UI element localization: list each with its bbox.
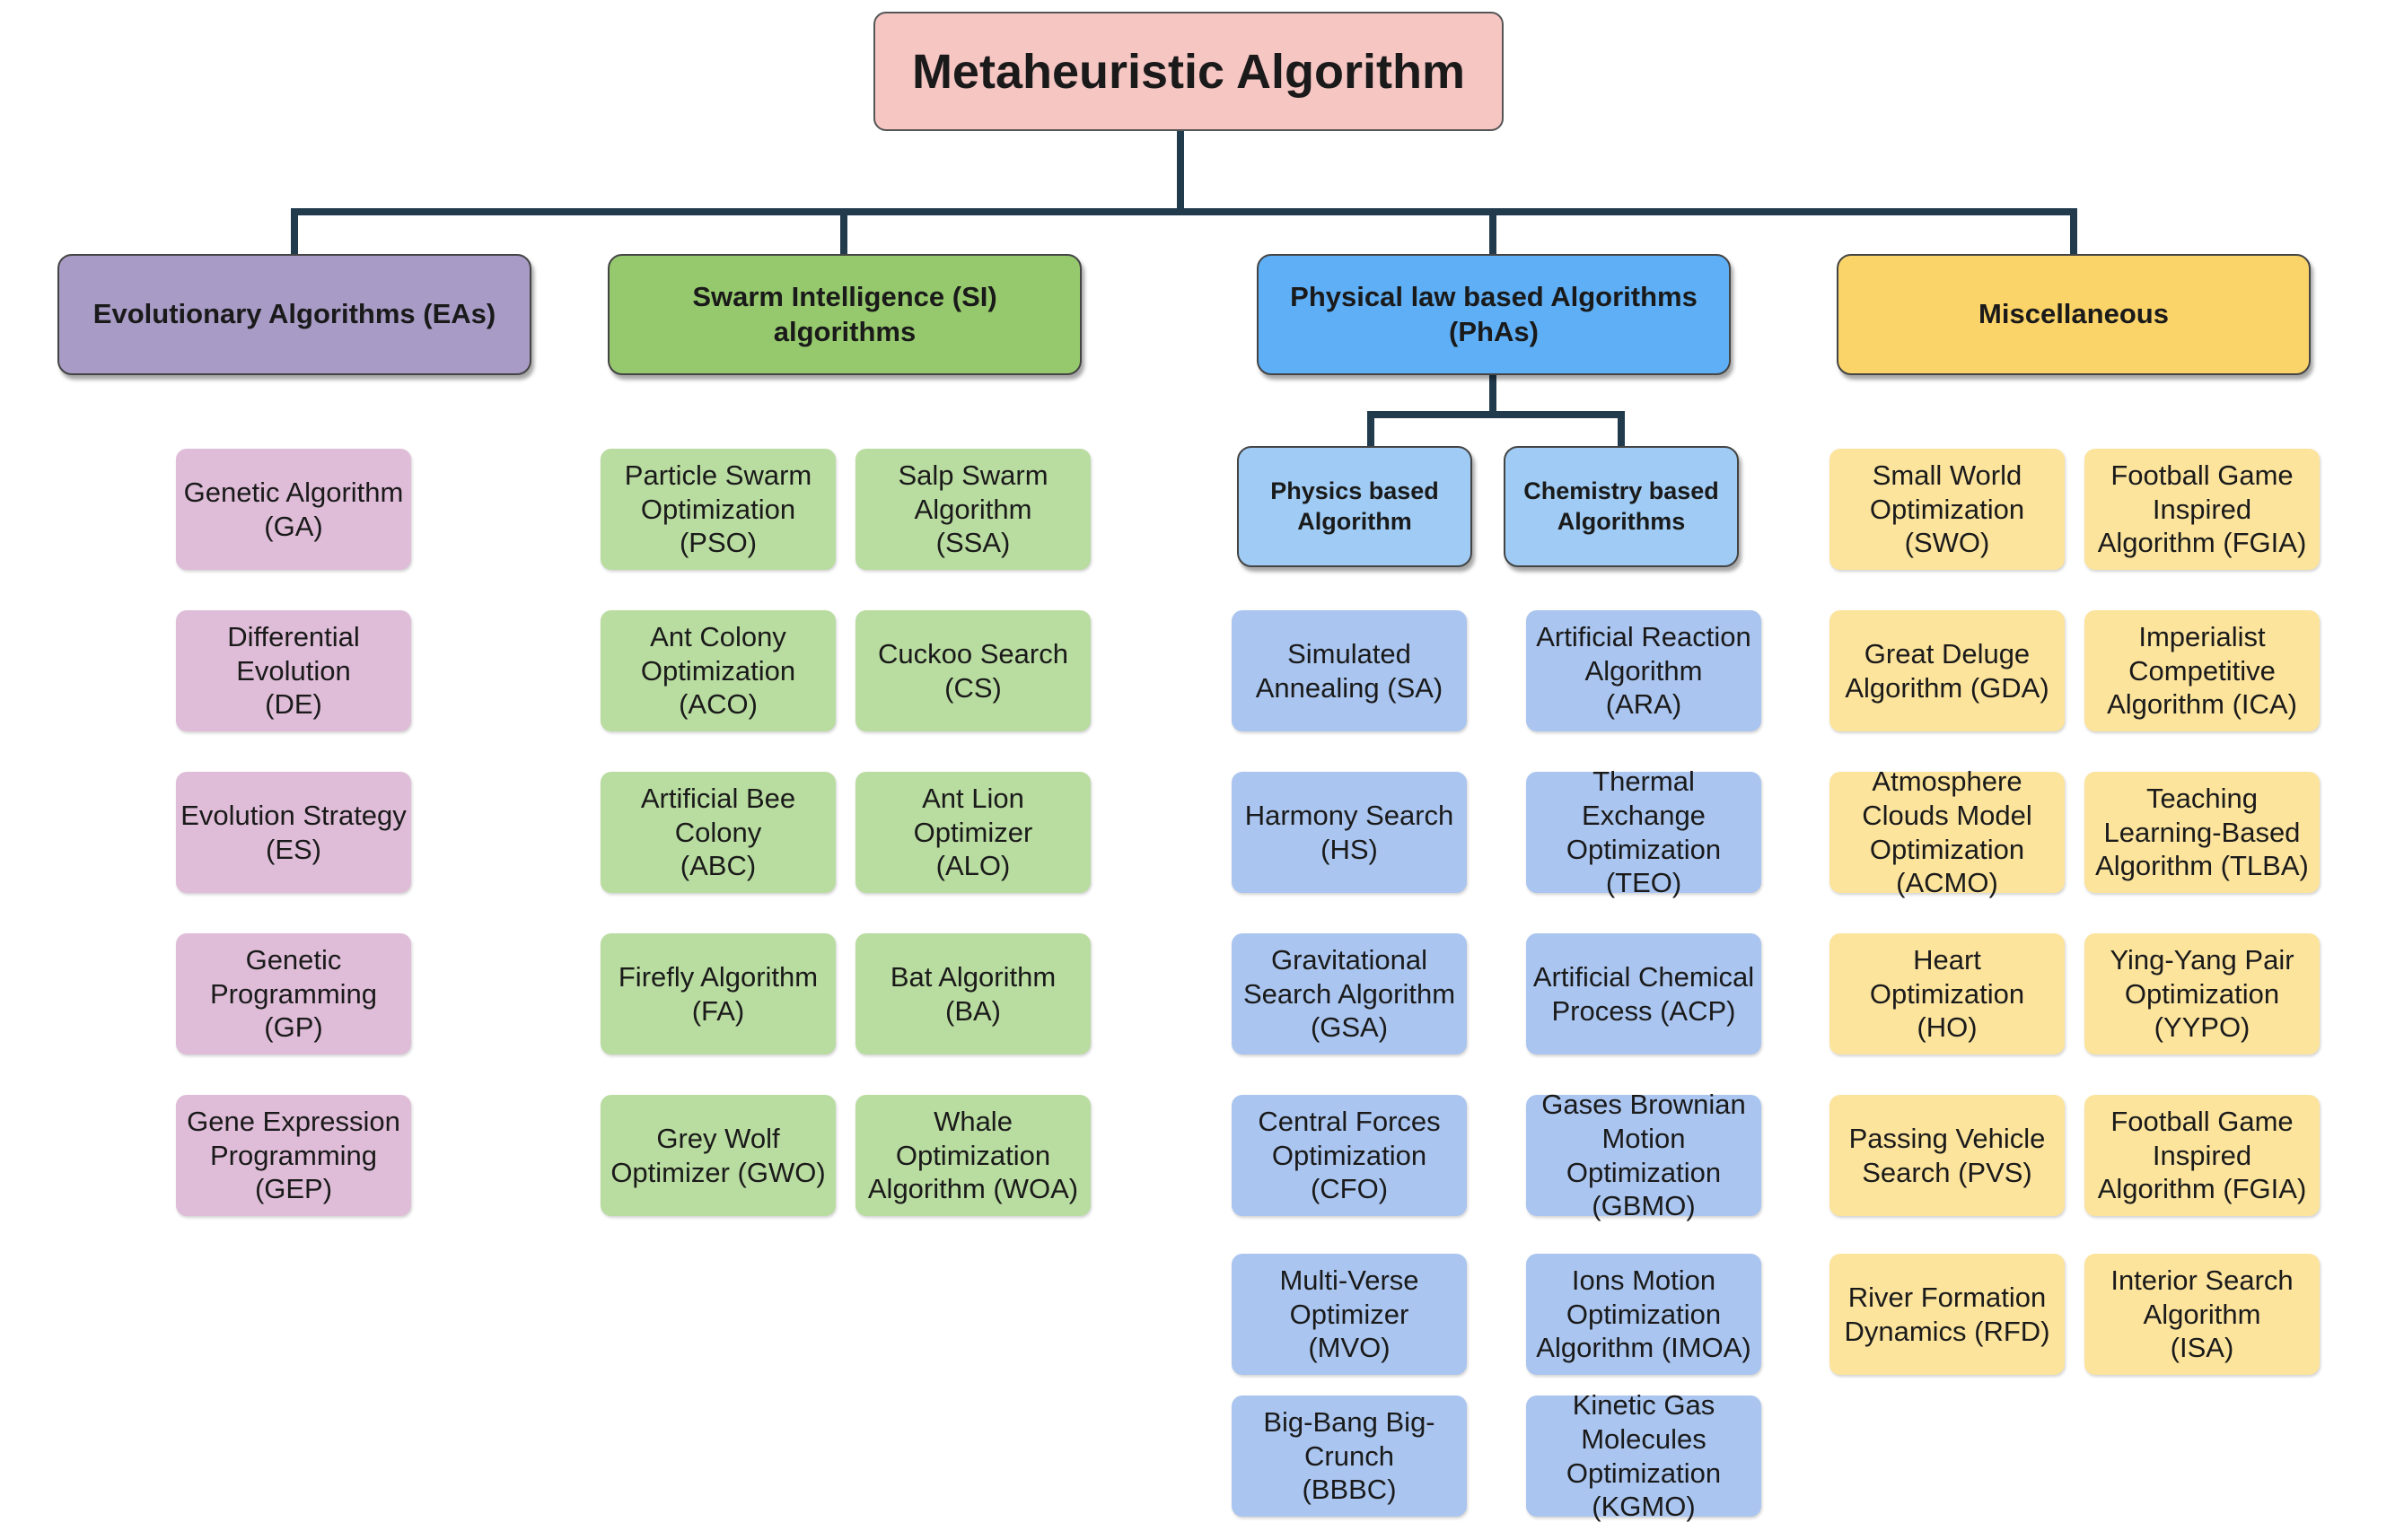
evolutionary-algorithm-item: Genetic Programming (GP) <box>176 933 411 1054</box>
swarm-algorithm-item: Cuckoo Search (CS) <box>855 610 1091 731</box>
subcategory-physics-based: Physics based Algorithm <box>1237 446 1472 567</box>
physics-algorithm-item: Big-Bang Big- Crunch (BBBC) <box>1232 1396 1467 1517</box>
physics-algorithm-item: Gravitational Search Algorithm (GSA) <box>1232 933 1467 1054</box>
evolutionary-algorithm-item: Gene Expression Programming (GEP) <box>176 1095 411 1216</box>
misc-algorithm-item: Heart Optimization (HO) <box>1829 933 2065 1054</box>
misc-algorithm-item: Passing Vehicle Search (PVS) <box>1829 1095 2065 1216</box>
misc-algorithm-item: Atmosphere Clouds Model Optimization (AC… <box>1829 766 2065 898</box>
physics-algorithm-item: Harmony Search (HS) <box>1232 772 1467 893</box>
chemistry-algorithm-item: Gases Brownian Motion Optimization (GBMO… <box>1526 1089 1761 1221</box>
swarm-algorithm-item: Bat Algorithm (BA) <box>855 933 1091 1054</box>
physics-algorithm-item: Multi-Verse Optimizer (MVO) <box>1232 1254 1467 1375</box>
evolutionary-algorithm-item: Differential Evolution (DE) <box>176 610 411 731</box>
swarm-algorithm-item: Ant Colony Optimization (ACO) <box>601 610 836 731</box>
physics-algorithm-item: Simulated Annealing (SA) <box>1232 610 1467 731</box>
swarm-algorithm-item: Ant Lion Optimizer (ALO) <box>855 772 1091 893</box>
swarm-algorithm-item: Firefly Algorithm (FA) <box>601 933 836 1054</box>
category-swarm-intelligence: Swarm Intelligence (SI) algorithms <box>608 254 1082 375</box>
misc-algorithm-item: Ying-Yang Pair Optimization (YYPO) <box>2084 933 2320 1054</box>
subcategory-chemistry-based: Chemistry based Algorithms <box>1504 446 1739 567</box>
category-evolutionary-algorithms: Evolutionary Algorithms (EAs) <box>57 254 531 375</box>
evolutionary-algorithm-item: Genetic Algorithm (GA) <box>176 449 411 570</box>
misc-algorithm-item: Football Game Inspired Algorithm (FGIA) <box>2084 449 2320 570</box>
chemistry-algorithm-item: Artificial Chemical Process (ACP) <box>1526 933 1761 1054</box>
misc-algorithm-item: Small World Optimization (SWO) <box>1829 449 2065 570</box>
category-miscellaneous: Miscellaneous <box>1837 254 2311 375</box>
chemistry-algorithm-item: Thermal Exchange Optimization (TEO) <box>1526 766 1761 898</box>
chemistry-algorithm-item: Ions Motion Optimization Algorithm (IMOA… <box>1526 1254 1761 1375</box>
swarm-algorithm-item: Salp Swarm Algorithm (SSA) <box>855 449 1091 570</box>
swarm-algorithm-item: Particle Swarm Optimization (PSO) <box>601 449 836 570</box>
category-physical-law-based: Physical law based Algorithms (PhAs) <box>1257 254 1731 375</box>
misc-algorithm-item: River Formation Dynamics (RFD) <box>1829 1254 2065 1375</box>
swarm-algorithm-item: Whale Optimization Algorithm (WOA) <box>855 1095 1091 1216</box>
chemistry-algorithm-item: Artificial Reaction Algorithm (ARA) <box>1526 610 1761 731</box>
evolutionary-algorithm-item: Evolution Strategy (ES) <box>176 772 411 893</box>
misc-algorithm-item: Teaching Learning-Based Algorithm (TLBA) <box>2084 772 2320 893</box>
root-node-title: Metaheuristic Algorithm <box>873 12 1504 131</box>
misc-algorithm-item: Great Deluge Algorithm (GDA) <box>1829 610 2065 731</box>
misc-algorithm-item: Imperialist Competitive Algorithm (ICA) <box>2084 610 2320 731</box>
misc-algorithm-item: Football Game Inspired Algorithm (FGIA) <box>2084 1095 2320 1216</box>
chemistry-algorithm-item: Kinetic Gas Molecules Optimization (KGMO… <box>1526 1389 1761 1522</box>
misc-algorithm-item: Interior Search Algorithm (ISA) <box>2084 1254 2320 1375</box>
swarm-algorithm-item: Artificial Bee Colony (ABC) <box>601 772 836 893</box>
swarm-algorithm-item: Grey Wolf Optimizer (GWO) <box>601 1095 836 1216</box>
physics-algorithm-item: Central Forces Optimization (CFO) <box>1232 1095 1467 1216</box>
